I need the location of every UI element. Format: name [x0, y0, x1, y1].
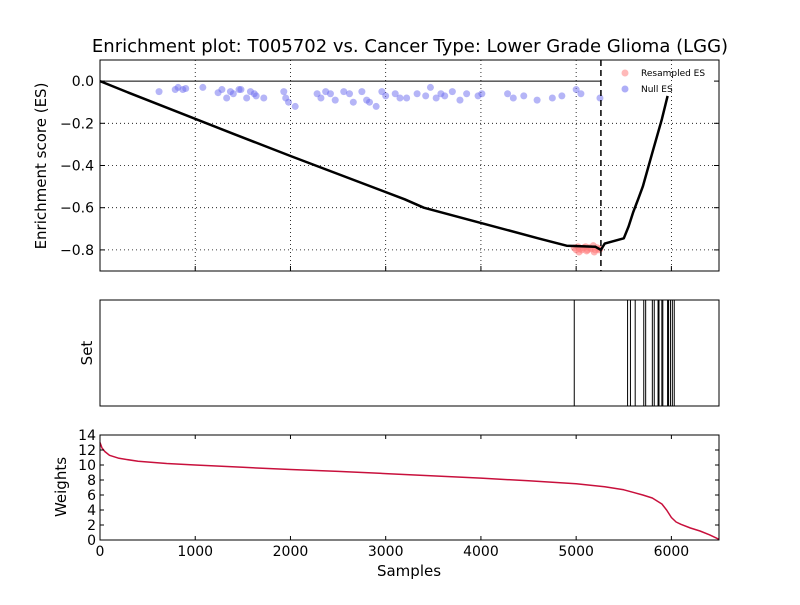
- null-es-point: [422, 92, 430, 100]
- null-es-point: [237, 86, 245, 94]
- y-tick-label: 6: [87, 488, 96, 504]
- null-es-point: [441, 92, 449, 100]
- x-tick-label: 2000: [273, 544, 309, 560]
- null-es-point: [243, 94, 251, 102]
- y-tick-label: 0: [87, 533, 96, 549]
- es-curve-layer: [99, 60, 669, 271]
- null-es-point: [456, 96, 464, 104]
- legend: Resampled ES Null ES: [621, 69, 705, 95]
- null-es-point: [346, 90, 354, 98]
- legend-marker-null: [621, 85, 629, 93]
- null-es-point: [413, 90, 421, 98]
- y-tick-label: −0.6: [60, 201, 94, 217]
- x-tick-label: 4000: [463, 544, 499, 560]
- null-es-points: [155, 83, 604, 110]
- null-es-point: [432, 94, 440, 102]
- null-es-point: [155, 88, 163, 96]
- null-es-point: [218, 86, 226, 94]
- y-tick-label: 8: [87, 473, 96, 489]
- weights-axes-frame: [99, 434, 720, 541]
- x-tick-label: 5000: [558, 544, 594, 560]
- weights-y-label: Weights: [52, 457, 70, 517]
- enrichment-y-ticks: 0.0 −0.2 −0.4 −0.6 −0.8: [60, 74, 719, 271]
- null-es-point: [182, 84, 190, 92]
- null-es-point: [372, 102, 380, 110]
- null-es-point: [391, 90, 399, 98]
- legend-marker-resampled: [621, 69, 629, 77]
- set-frame: [99, 299, 720, 407]
- resampled-es-point: [583, 247, 591, 255]
- null-es-point: [260, 94, 268, 102]
- x-tick-label: 6000: [654, 544, 690, 560]
- x-tick-label: 1000: [177, 544, 213, 560]
- y-tick-label: 4: [87, 503, 96, 519]
- null-es-point: [426, 83, 434, 91]
- null-es-point: [349, 98, 357, 106]
- es-curve-line: [99, 79, 669, 252]
- null-es-point: [520, 92, 528, 100]
- null-es-point: [533, 96, 541, 104]
- null-es-point: [291, 102, 299, 110]
- null-es-point: [331, 96, 339, 104]
- weights-curve-line: [99, 442, 720, 540]
- enrichment-grid: [100, 60, 719, 271]
- legend-label-null: Null ES: [641, 85, 673, 95]
- null-es-point: [317, 94, 325, 102]
- null-es-point: [229, 90, 237, 98]
- weights-x-label: Samples: [377, 562, 441, 580]
- null-es-point: [366, 98, 374, 106]
- null-es-point: [326, 90, 334, 98]
- null-es-point: [509, 94, 517, 102]
- x-tick-label: 0: [96, 544, 105, 560]
- resampled-es-point: [590, 248, 598, 256]
- null-es-point: [548, 94, 556, 102]
- resampled-es-point: [575, 248, 583, 256]
- null-es-point: [285, 98, 293, 106]
- weights-curve-layer: [99, 442, 720, 540]
- y-tick-label: −0.2: [60, 116, 94, 132]
- null-es-point: [340, 88, 348, 96]
- enrichment-y-label: Enrichment score (ES): [32, 83, 50, 250]
- set-axes-frame: [99, 299, 720, 407]
- null-es-point: [558, 92, 566, 100]
- null-es-point: [577, 90, 585, 98]
- set-y-label: Set: [78, 341, 96, 366]
- set-hit-lines: [573, 300, 675, 406]
- y-tick-label: 14: [78, 428, 96, 444]
- legend-label-resampled: Resampled ES: [641, 69, 705, 79]
- y-tick-label: −0.4: [60, 159, 94, 175]
- y-tick-label: 10: [78, 458, 96, 474]
- null-es-point: [199, 83, 207, 91]
- weights-frame: [99, 434, 720, 541]
- null-es-point: [572, 86, 580, 94]
- null-es-point: [382, 92, 390, 100]
- null-es-point: [463, 90, 471, 98]
- null-es-point: [358, 88, 366, 96]
- null-es-point: [223, 94, 231, 102]
- null-es-point: [403, 94, 411, 102]
- x-tick-label: 3000: [368, 544, 404, 560]
- null-es-point: [596, 94, 604, 102]
- null-es-point: [478, 90, 486, 98]
- y-tick-label: 12: [78, 443, 96, 459]
- null-es-point: [280, 88, 288, 96]
- y-tick-label: 2: [87, 518, 96, 534]
- null-es-point: [252, 92, 260, 100]
- null-es-point: [504, 90, 512, 98]
- null-es-point: [448, 88, 456, 96]
- null-es-point: [396, 94, 404, 102]
- y-tick-label: 0.0: [72, 74, 94, 90]
- chart-title: Enrichment plot: T005702 vs. Cancer Type…: [92, 36, 728, 57]
- weights-x-ticks: 0 1000 2000 3000 4000 5000 6000: [96, 435, 690, 560]
- y-tick-label: −0.8: [60, 243, 94, 259]
